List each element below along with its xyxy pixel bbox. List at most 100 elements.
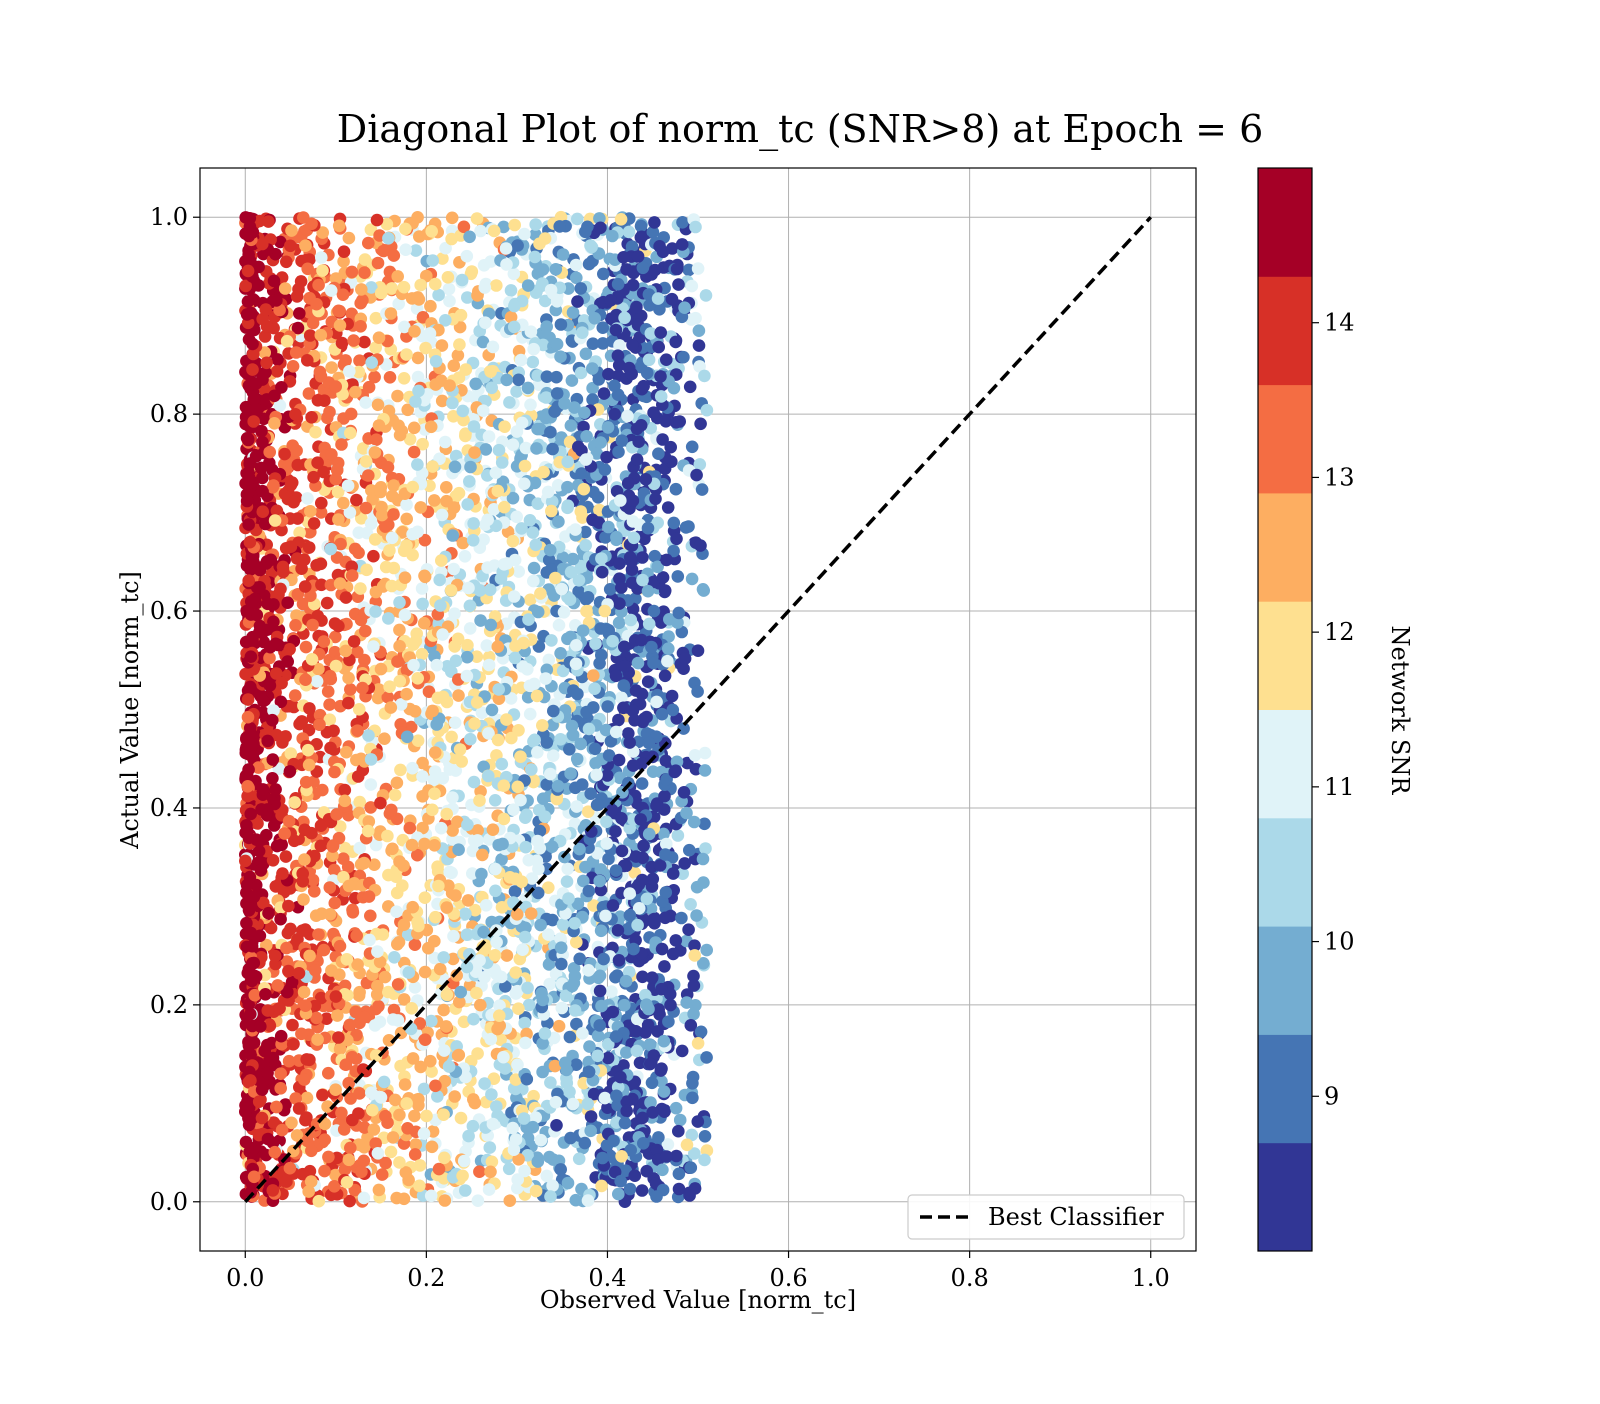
scatter-point [519, 460, 532, 473]
scatter-point [550, 263, 563, 276]
scatter-point [243, 832, 256, 845]
scatter-point [671, 263, 684, 276]
scatter-point [276, 1124, 289, 1137]
scatter-point [378, 1076, 391, 1089]
scatter-point [266, 714, 279, 727]
scatter-point [310, 559, 323, 572]
scatter-point [337, 497, 350, 510]
scatter-point [474, 999, 487, 1012]
scatter-point [496, 758, 509, 771]
scatter-point [582, 964, 595, 977]
scatter-point [352, 770, 365, 783]
scatter-point [452, 689, 465, 702]
scatter-point [254, 1020, 267, 1033]
scatter-point [308, 885, 321, 898]
scatter-point [240, 917, 253, 930]
scatter-point [362, 469, 375, 482]
scatter-point [291, 512, 304, 525]
scatter-point [643, 354, 656, 367]
scatter-point [647, 657, 660, 670]
scatter-point [599, 1092, 612, 1105]
scatter-point [242, 711, 255, 724]
scatter-point [652, 447, 665, 460]
scatter-point [312, 928, 325, 941]
scatter-point [316, 1089, 329, 1102]
scatter-point [527, 1121, 540, 1134]
scatter-point [244, 1074, 257, 1087]
scatter-point [429, 278, 442, 291]
scatter-point [495, 572, 508, 585]
scatter-point [293, 307, 306, 320]
scatter-point [679, 652, 692, 665]
scatter-point [298, 824, 311, 837]
plot-area [200, 168, 1196, 1251]
scatter-point [359, 625, 372, 638]
scatter-point [387, 479, 400, 492]
scatter-point [406, 839, 419, 852]
scatter-point [521, 982, 534, 995]
scatter-point [241, 780, 254, 793]
scatter-point [580, 430, 593, 443]
scatter-point [678, 857, 691, 870]
scatter-point [333, 220, 346, 233]
scatter-point [360, 564, 373, 577]
scatter-point [359, 396, 372, 409]
scatter-point [579, 861, 592, 874]
scatter-point [612, 278, 625, 291]
scatter-point [243, 230, 256, 243]
scatter-point [253, 1095, 266, 1108]
scatter-point [510, 385, 523, 398]
scatter-point [643, 618, 656, 631]
scatter-point [377, 928, 390, 941]
scatter-point [672, 570, 685, 583]
scatter-point [508, 300, 521, 313]
scatter-point [362, 825, 375, 838]
scatter-point [375, 663, 388, 676]
scatter-point [596, 1152, 609, 1165]
scatter-point [403, 966, 416, 979]
scatter-point [349, 543, 362, 556]
scatter-point [643, 737, 656, 750]
scatter-point [353, 354, 366, 367]
scatter-point [473, 1165, 486, 1178]
scatter-point [412, 734, 425, 747]
scatter-point [630, 1025, 643, 1038]
scatter-point [664, 999, 677, 1012]
scatter-point [583, 1066, 596, 1079]
scatter-point [700, 289, 713, 302]
scatter-point [269, 950, 282, 963]
scatter-point [511, 1059, 524, 1072]
scatter-point [556, 1002, 569, 1015]
scatter-point [280, 256, 293, 269]
scatter-point [579, 1137, 592, 1150]
scatter-point [697, 853, 710, 866]
scatter-point [313, 718, 326, 731]
scatter-point [342, 697, 355, 710]
scatter-point [686, 441, 699, 454]
scatter-point [618, 999, 631, 1012]
scatter-point [441, 989, 454, 1002]
scatter-point [306, 619, 319, 632]
scatter-point [563, 1086, 576, 1099]
scatter-point [624, 551, 637, 564]
scatter-point [261, 598, 274, 611]
scatter-point [399, 571, 412, 584]
scatter-point [541, 736, 554, 749]
scatter-point [650, 1190, 663, 1203]
scatter-point [398, 918, 411, 931]
scatter-point [435, 822, 448, 835]
scatter-point [529, 218, 542, 231]
scatter-point [274, 913, 287, 926]
scatter-point [257, 695, 270, 708]
scatter-point [416, 582, 429, 595]
scatter-point [635, 220, 648, 233]
scatter-point [343, 880, 356, 893]
scatter-point [386, 580, 399, 593]
scatter-point [256, 485, 269, 498]
scatter-point [271, 365, 284, 378]
scatter-point [322, 1151, 335, 1164]
scatter-point [463, 475, 476, 488]
scatter-point [555, 958, 568, 971]
scatter-point [640, 473, 653, 486]
